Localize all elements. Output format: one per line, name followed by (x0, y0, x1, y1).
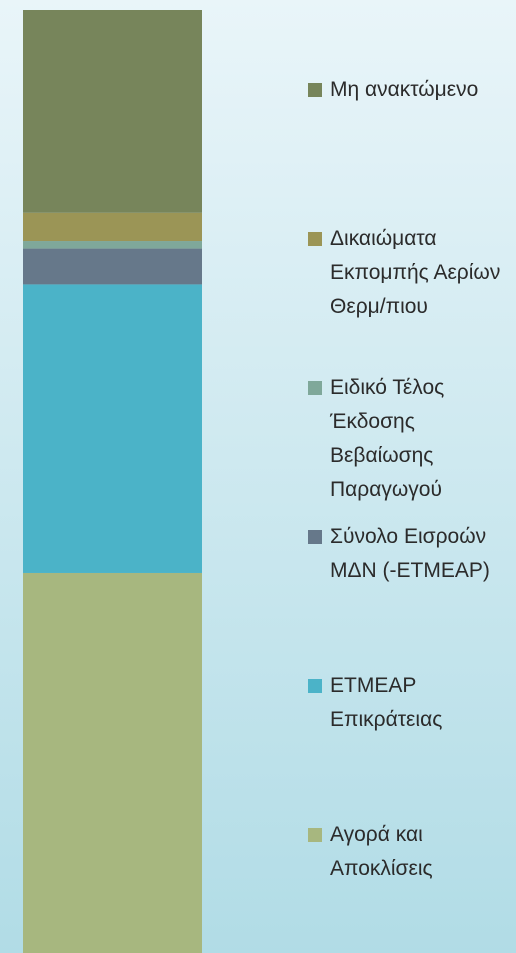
legend-swatch (308, 828, 322, 842)
bar-segment (23, 284, 202, 573)
legend-swatch (308, 530, 322, 544)
legend-label: Μη ανακτώμενο (330, 78, 479, 101)
bar-segment (23, 212, 202, 242)
legend-label: Σύνολο Εισροών ΜΔΝ (-ETMEAP) (330, 525, 490, 582)
legend-swatch (308, 679, 322, 693)
legend-swatch (308, 83, 322, 97)
legend-swatch (308, 232, 322, 246)
legend-label: Ειδικό Τέλος Έκδοσης Βεβαίωσης Παραγωγού (330, 376, 445, 501)
bar-segment (23, 10, 202, 213)
legend-label: Αγορά και Αποκλίσεις (330, 823, 433, 880)
legend-label: ETMEAP Επικράτειας (330, 674, 443, 731)
bar-segment (23, 572, 202, 953)
bar-segment (23, 241, 202, 249)
legend-swatch (308, 381, 322, 395)
legend-label: Δικαιώματα Εκπομπής Αερίων Θερμ/πιου (330, 227, 501, 318)
bar-segment (23, 248, 202, 285)
